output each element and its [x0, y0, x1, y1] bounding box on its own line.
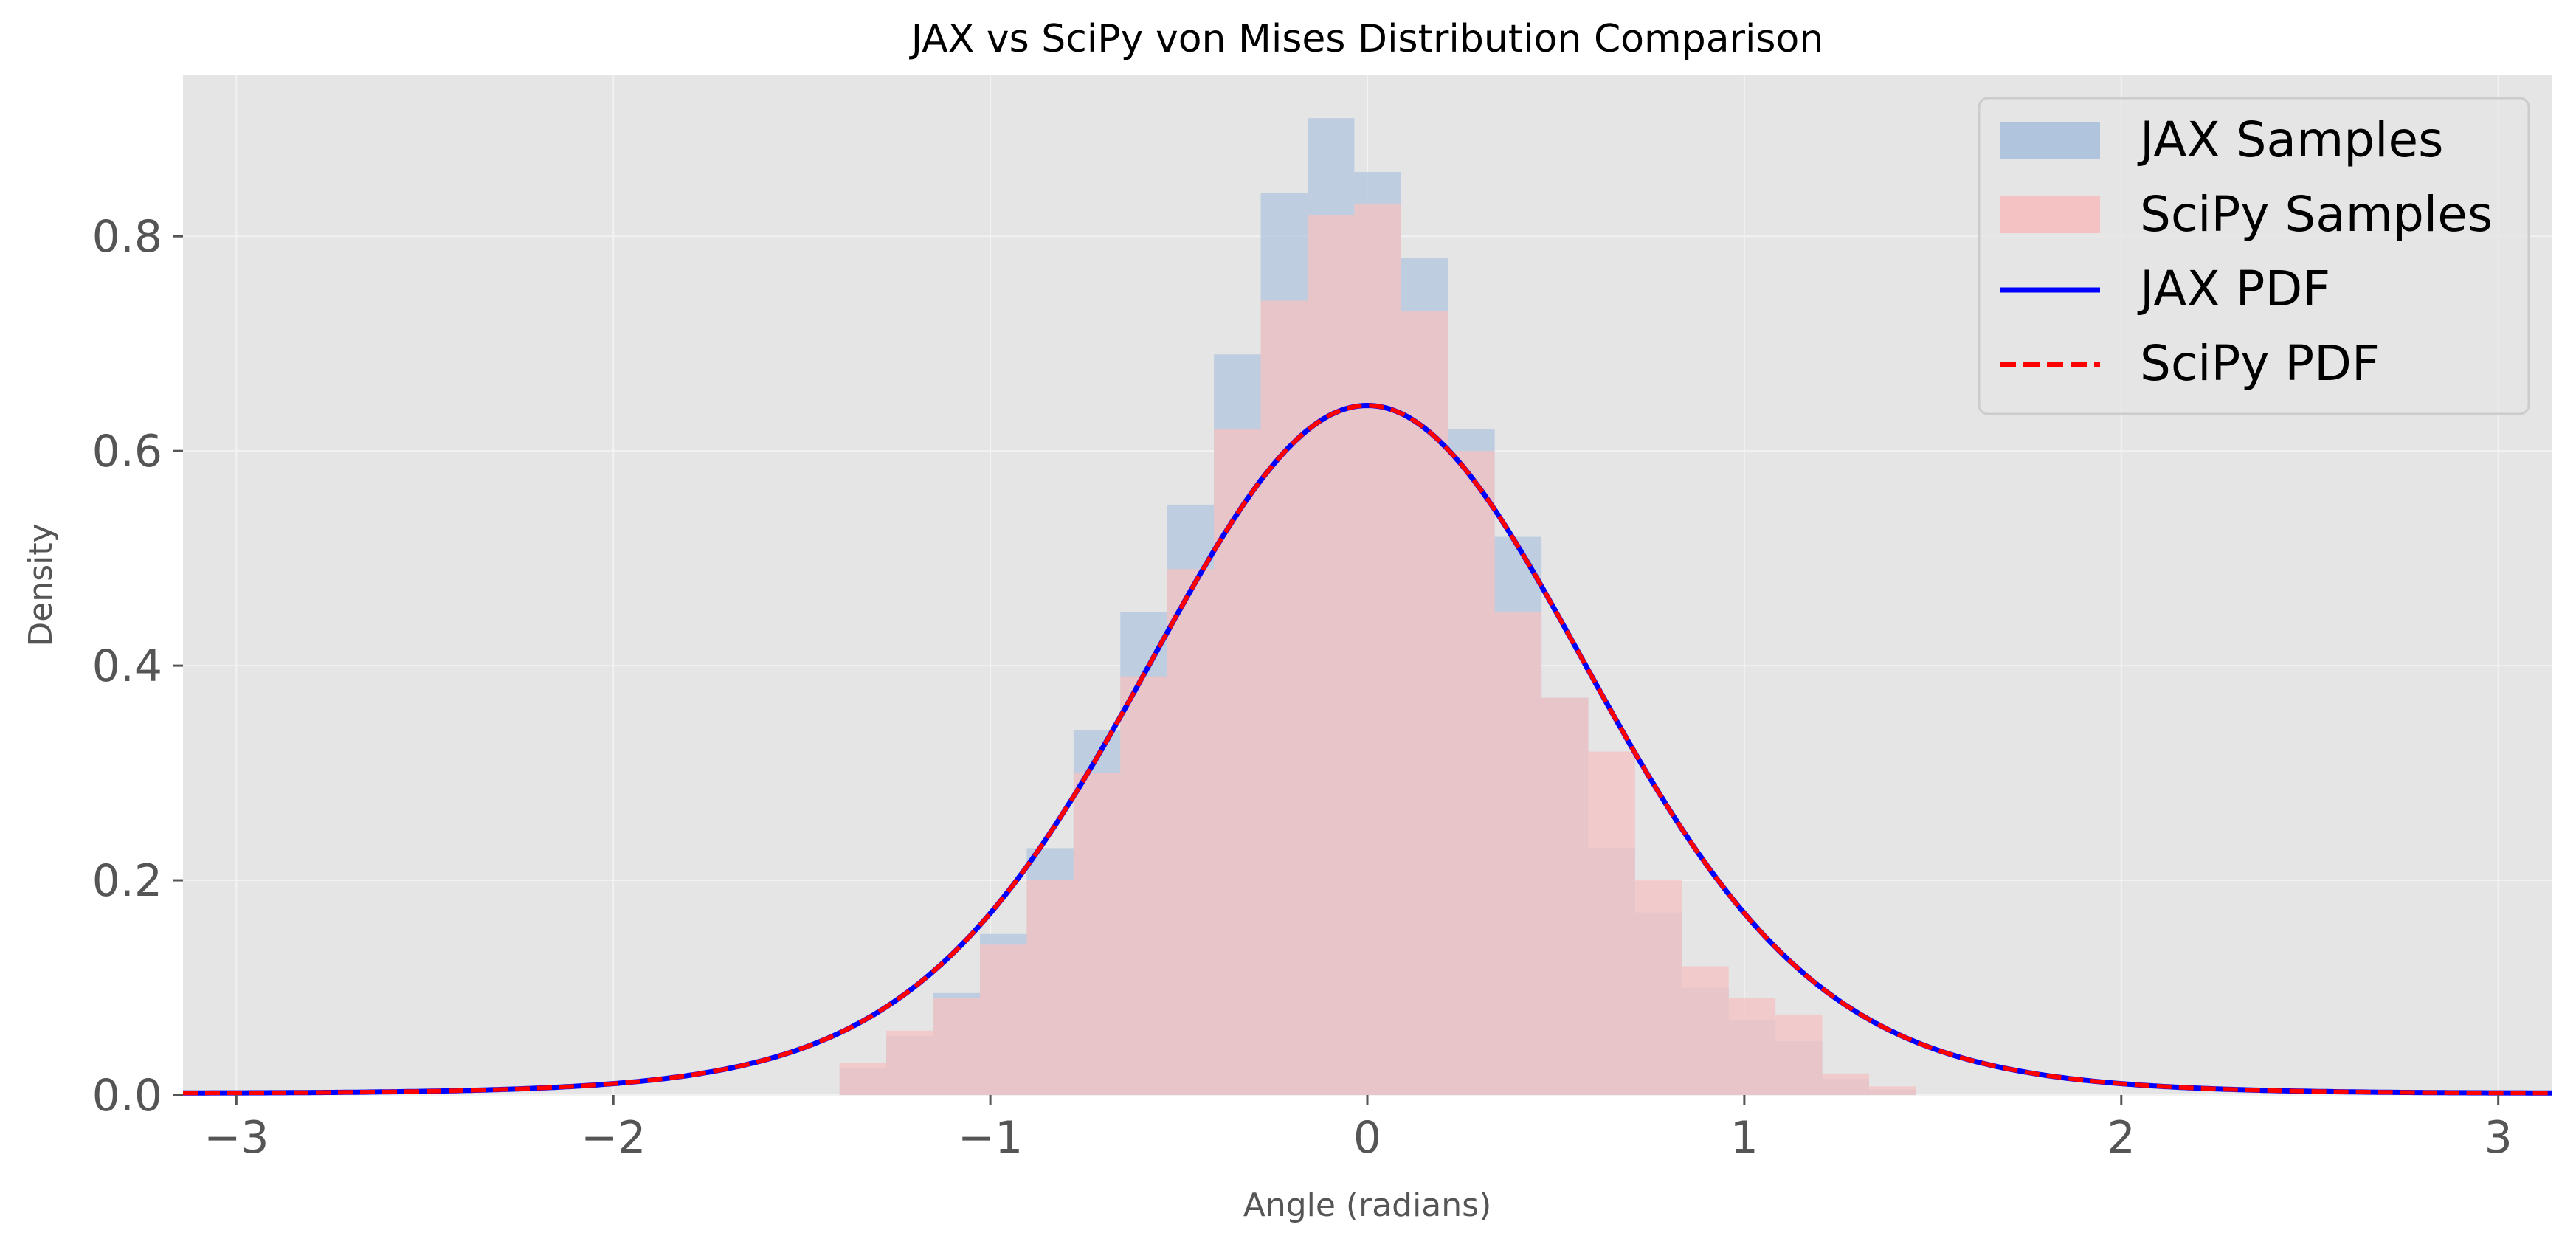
legend-label-scipy-samples: SciPy Samples [2140, 186, 2493, 243]
legend-label-scipy-pdf: SciPy PDF [2140, 335, 2380, 392]
x-tick-label-3: 0 [1353, 1112, 1381, 1164]
scipy-hist-bar-0 [839, 1063, 887, 1095]
axis-ticks: −3 −2 −1 0 1 2 3 0.0 0.2 0.4 0.6 0.8 [92, 211, 2513, 1164]
y-tick-label-3: 0.6 [92, 426, 162, 477]
y-axis-label: Density [22, 523, 60, 646]
scipy-hist-bar-19 [1728, 998, 1776, 1095]
scipy-hist-bar-15 [1541, 697, 1589, 1095]
x-tick-label-4: 1 [1730, 1112, 1758, 1164]
x-tick-label-0: −3 [204, 1112, 269, 1164]
legend-label-jax-pdf: JAX PDF [2137, 260, 2330, 317]
scipy-hist-bar-8 [1214, 429, 1261, 1095]
legend-swatch-jax-samples [2000, 122, 2100, 159]
scipy-pdf-line [183, 403, 2552, 1096]
scipy-hist-bar-20 [1775, 1014, 1823, 1095]
scipy-hist-bar-11 [1354, 204, 1401, 1096]
x-axis-label: Angle (radians) [1243, 1186, 1492, 1224]
scipy-hist-bar-4 [1026, 880, 1074, 1095]
y-tick-label-2: 0.4 [92, 640, 162, 692]
legend-frame [1978, 97, 2530, 415]
scipy-hist-bar-14 [1494, 612, 1542, 1095]
scipy-hist-bar-1 [886, 1030, 933, 1095]
scipy-hist-bar-22 [1868, 1086, 1916, 1095]
y-tick-label-0: 0.0 [92, 1070, 162, 1122]
chart-title: JAX vs SciPy von Mises Distribution Comp… [909, 17, 1824, 61]
pdf-curves [183, 402, 2552, 1096]
scipy-hist-bar-10 [1307, 215, 1355, 1096]
legend-label-jax-samples: JAX Samples [2137, 111, 2444, 168]
scipy-hist-bar-2 [933, 998, 981, 1095]
scipy-hist-bar-6 [1120, 676, 1167, 1095]
scipy-hist-bar-21 [1822, 1073, 1869, 1095]
scipy-hist-bar-9 [1260, 300, 1308, 1095]
histogram-bars [839, 118, 1916, 1096]
scipy-hist-bar-5 [1073, 773, 1121, 1095]
scipy-hist-bar-3 [980, 944, 1027, 1095]
scipy-hist-bar-17 [1634, 880, 1682, 1095]
scipy-hist-bar-16 [1588, 751, 1635, 1095]
scipy-hist-bar-18 [1682, 966, 1729, 1095]
y-tick-label-4: 0.8 [92, 211, 162, 263]
x-tick-label-1: −2 [581, 1112, 646, 1164]
legend: JAX Samples SciPy Samples JAX PDF SciPy … [1978, 97, 2530, 415]
y-tick-label-1: 0.2 [92, 855, 162, 907]
scipy-hist-bar-13 [1448, 451, 1495, 1095]
legend-swatch-scipy-samples [2000, 196, 2100, 233]
scipy-hist-bar-7 [1167, 569, 1215, 1095]
x-tick-label-2: −1 [958, 1112, 1023, 1164]
x-tick-label-5: 2 [2107, 1112, 2135, 1164]
x-tick-label-6: 3 [2485, 1112, 2513, 1164]
